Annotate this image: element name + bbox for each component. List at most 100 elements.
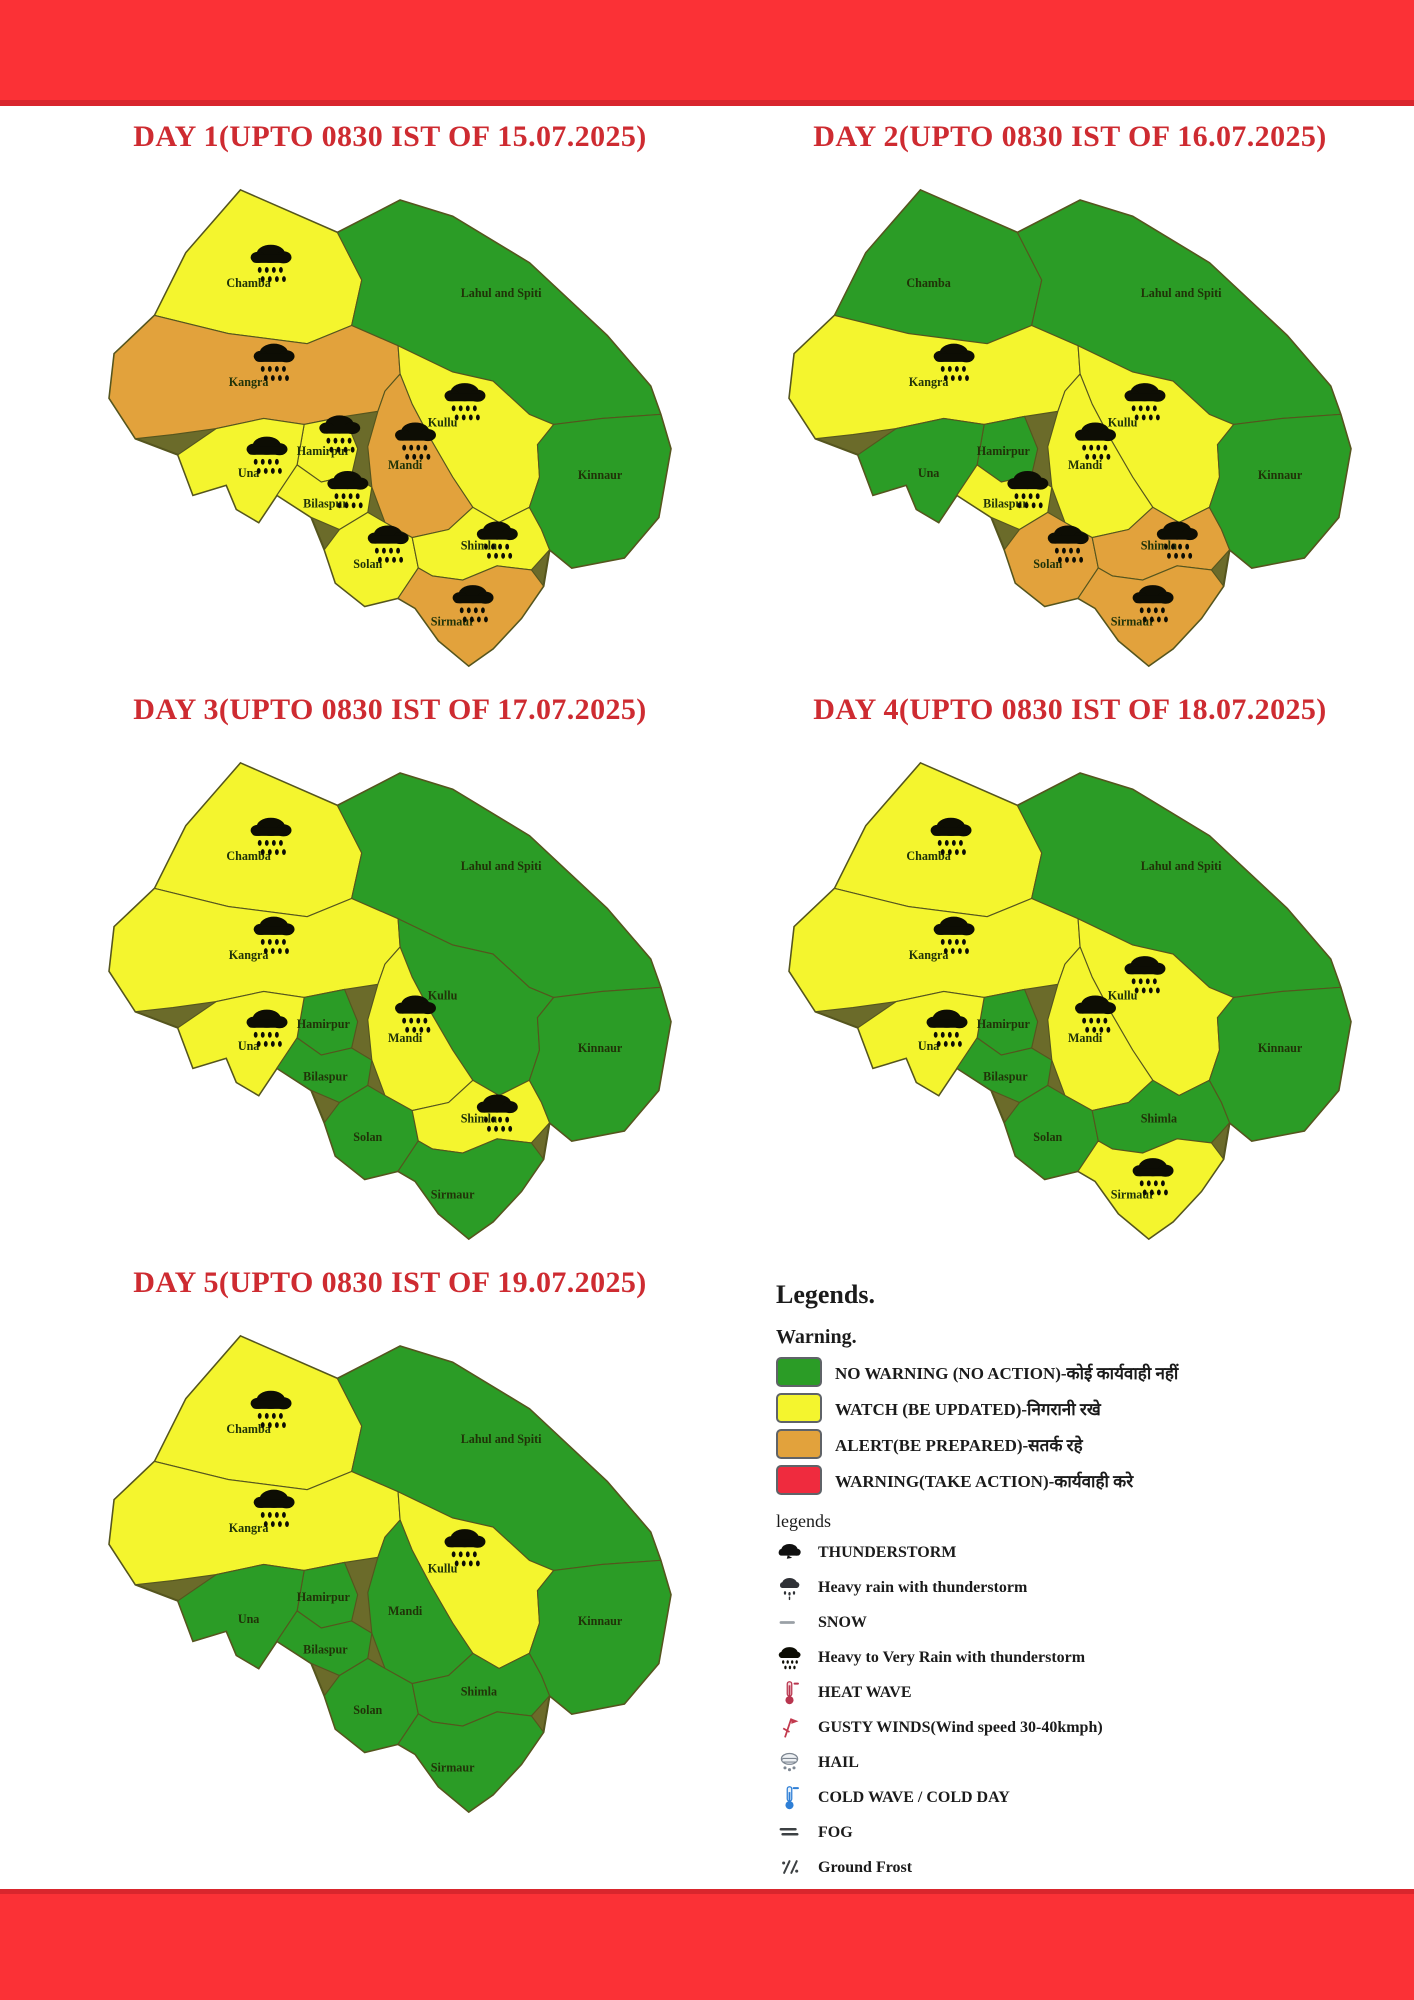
legends-title: Legends. xyxy=(776,1280,875,1309)
warning-legend-row: ALERT(BE PREPARED)-सतर्क रहे xyxy=(776,1429,1380,1459)
district-label-chamba: Chamba xyxy=(226,849,270,863)
district-label-kangra: Kangra xyxy=(909,375,949,389)
district-label-kullu: Kullu xyxy=(1108,416,1138,430)
warning-legend-label: NO WARNING (NO ACTION)-कोई कार्यवाही नही… xyxy=(835,1363,1179,1383)
district-label-mandi: Mandi xyxy=(1068,458,1103,472)
district-label-lahul: Lahul and Spiti xyxy=(461,859,542,873)
district-label-bilaspur: Bilaspur xyxy=(983,1069,1028,1083)
district-sirmaur xyxy=(397,1138,545,1240)
snow-icon xyxy=(776,1609,803,1636)
district-label-shimla: Shimla xyxy=(1141,1112,1177,1126)
symbol-legend-label: GUSTY WINDS(Wind speed 30-40kmph) xyxy=(818,1718,1103,1736)
district-label-bilaspur: Bilaspur xyxy=(303,1069,348,1083)
warning-color-swatch xyxy=(776,1429,822,1459)
warning-legend-row: WATCH (BE UPDATED)-निगरानी रखे xyxy=(776,1393,1380,1423)
symbol-legend-row: COLD WAVE / COLD DAY xyxy=(776,1783,1380,1812)
district-label-kullu: Kullu xyxy=(1108,989,1138,1003)
symbol-legend-row: Heavy rain with thunderstorm xyxy=(776,1573,1380,1602)
cold-wave-icon xyxy=(776,1784,803,1811)
symbol-legend-label: Ground Frost xyxy=(818,1858,913,1876)
district-label-kullu: Kullu xyxy=(428,1562,458,1576)
district-sirmaur xyxy=(1077,565,1225,667)
top-red-bar xyxy=(0,0,1414,106)
heat-wave-icon xyxy=(776,1679,803,1706)
district-label-hamirpur: Hamirpur xyxy=(977,1017,1031,1031)
district-label-kullu: Kullu xyxy=(428,416,458,430)
warning-legend-label: ALERT(BE PREPARED)-सतर्क रहे xyxy=(835,1435,1083,1455)
district-sirmaur xyxy=(397,565,545,667)
day4-map: Chamba Lahul and Spiti Kangra Kullu Hamirpur… xyxy=(788,761,1352,1241)
symbol-legend-row: FOG xyxy=(776,1818,1380,1847)
district-label-una: Una xyxy=(238,1612,260,1626)
district-label-kangra: Kangra xyxy=(229,948,269,962)
symbol-legend-row: HAIL xyxy=(776,1748,1380,1777)
district-una xyxy=(177,1563,305,1670)
district-label-hamirpur: Hamirpur xyxy=(297,444,351,458)
symbol-legend-row: Ground Frost xyxy=(776,1853,1380,1882)
district-label-kinnaur: Kinnaur xyxy=(1258,468,1303,482)
district-label-una: Una xyxy=(238,1039,260,1053)
day3-map-host: Chamba Lahul and Spiti Kangra Kullu Hamirpur… xyxy=(80,747,700,1252)
district-label-kinnaur: Kinnaur xyxy=(1258,1041,1303,1055)
district-label-kinnaur: Kinnaur xyxy=(578,468,623,482)
district-label-shimla: Shimla xyxy=(461,1112,497,1126)
district-label-chamba: Chamba xyxy=(906,849,950,863)
district-chamba xyxy=(833,762,1043,918)
district-una xyxy=(857,417,985,524)
district-label-sirmaur: Sirmaur xyxy=(1111,614,1155,628)
district-label-bilaspur: Bilaspur xyxy=(303,496,348,510)
district-sirmaur xyxy=(1077,1138,1225,1240)
symbol-legend-row: SNOW xyxy=(776,1608,1380,1637)
district-label-lahul: Lahul and Spiti xyxy=(461,286,542,300)
district-label-shimla: Shimla xyxy=(1141,539,1177,553)
warning-legend-label: WARNING(TAKE ACTION)-कार्यवाही करे xyxy=(835,1471,1134,1491)
district-kinnaur xyxy=(528,1559,672,1715)
district-label-mandi: Mandi xyxy=(388,1031,423,1045)
district-label-sirmaur: Sirmaur xyxy=(431,1187,475,1201)
thunderstorm-icon xyxy=(776,1539,803,1566)
day5-map: Chamba Lahul and Spiti Kangra Kullu Hamirpur… xyxy=(108,1334,672,1814)
district-label-chamba: Chamba xyxy=(226,1422,270,1436)
day4-map-host: Chamba Lahul and Spiti Kangra Kullu Hamirpur… xyxy=(760,747,1380,1252)
district-label-solan: Solan xyxy=(1033,1130,1062,1144)
symbols-heading: legends xyxy=(776,1511,831,1531)
district-chamba xyxy=(833,189,1043,345)
district-sirmaur xyxy=(397,1711,545,1813)
district-kinnaur xyxy=(1208,413,1352,569)
fog-icon xyxy=(776,1819,803,1846)
day2-map-host: Chamba Lahul and Spiti Kangra Kullu Hamirpur… xyxy=(760,174,1380,679)
symbol-legend-row: THUNDERSTORM xyxy=(776,1538,1380,1567)
day3-panel: DAY 3(UPTO 0830 IST OF 17.07.2025) Chamb… xyxy=(80,679,700,1252)
warning-legend-row: NO WARNING (NO ACTION)-कोई कार्यवाही नही… xyxy=(776,1357,1380,1387)
district-label-kinnaur: Kinnaur xyxy=(578,1614,623,1628)
day1-panel: DAY 1(UPTO 0830 IST OF 15.07.2025) Chamb… xyxy=(80,106,700,679)
symbol-legend-label: FOG xyxy=(818,1823,853,1841)
day2-map: Chamba Lahul and Spiti Kangra Kullu Hamirpur… xyxy=(788,188,1352,668)
warning-legend-rows: NO WARNING (NO ACTION)-कोई कार्यवाही नही… xyxy=(776,1357,1380,1495)
warning-heading: Warning. xyxy=(776,1326,857,1348)
district-label-sirmaur: Sirmaur xyxy=(1111,1187,1155,1201)
warning-color-swatch xyxy=(776,1357,822,1387)
district-label-kangra: Kangra xyxy=(229,375,269,389)
ground-frost-icon xyxy=(776,1854,803,1881)
district-kinnaur xyxy=(1208,986,1352,1142)
warning-legend-row: WARNING(TAKE ACTION)-कार्यवाही करे xyxy=(776,1465,1380,1495)
district-label-mandi: Mandi xyxy=(388,458,423,472)
warning-color-swatch xyxy=(776,1393,822,1423)
district-label-una: Una xyxy=(238,466,260,480)
symbol-legend-label: THUNDERSTORM xyxy=(818,1543,957,1561)
day2-title: DAY 2(UPTO 0830 IST OF 16.07.2025) xyxy=(813,120,1327,153)
warning-color-swatch xyxy=(776,1465,822,1495)
district-label-kangra: Kangra xyxy=(229,1521,269,1535)
day1-map: Chamba Lahul and Spiti Kangra Kullu Hamirpur… xyxy=(108,188,672,668)
district-label-kinnaur: Kinnaur xyxy=(578,1041,623,1055)
district-chamba xyxy=(153,189,363,345)
day5-title: DAY 5(UPTO 0830 IST OF 19.07.2025) xyxy=(133,1266,647,1299)
symbol-legend-label: Heavy rain with thunderstorm xyxy=(818,1578,1028,1596)
district-label-solan: Solan xyxy=(353,557,382,571)
symbol-legend-rows: THUNDERSTORM Heavy rain with thunderstor… xyxy=(776,1538,1380,1882)
symbol-legend-label: COLD WAVE / COLD DAY xyxy=(818,1788,1010,1806)
district-label-sirmaur: Sirmaur xyxy=(431,614,475,628)
district-label-kullu: Kullu xyxy=(428,989,458,1003)
